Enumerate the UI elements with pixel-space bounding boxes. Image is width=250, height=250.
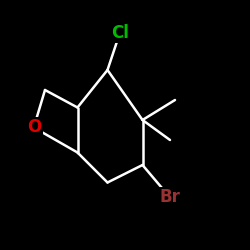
Text: Cl: Cl [110,23,130,42]
Text: O: O [26,118,42,137]
Text: Br: Br [160,188,180,206]
Text: O: O [26,118,41,136]
Text: Br: Br [158,188,182,207]
Text: Cl: Cl [111,24,129,42]
